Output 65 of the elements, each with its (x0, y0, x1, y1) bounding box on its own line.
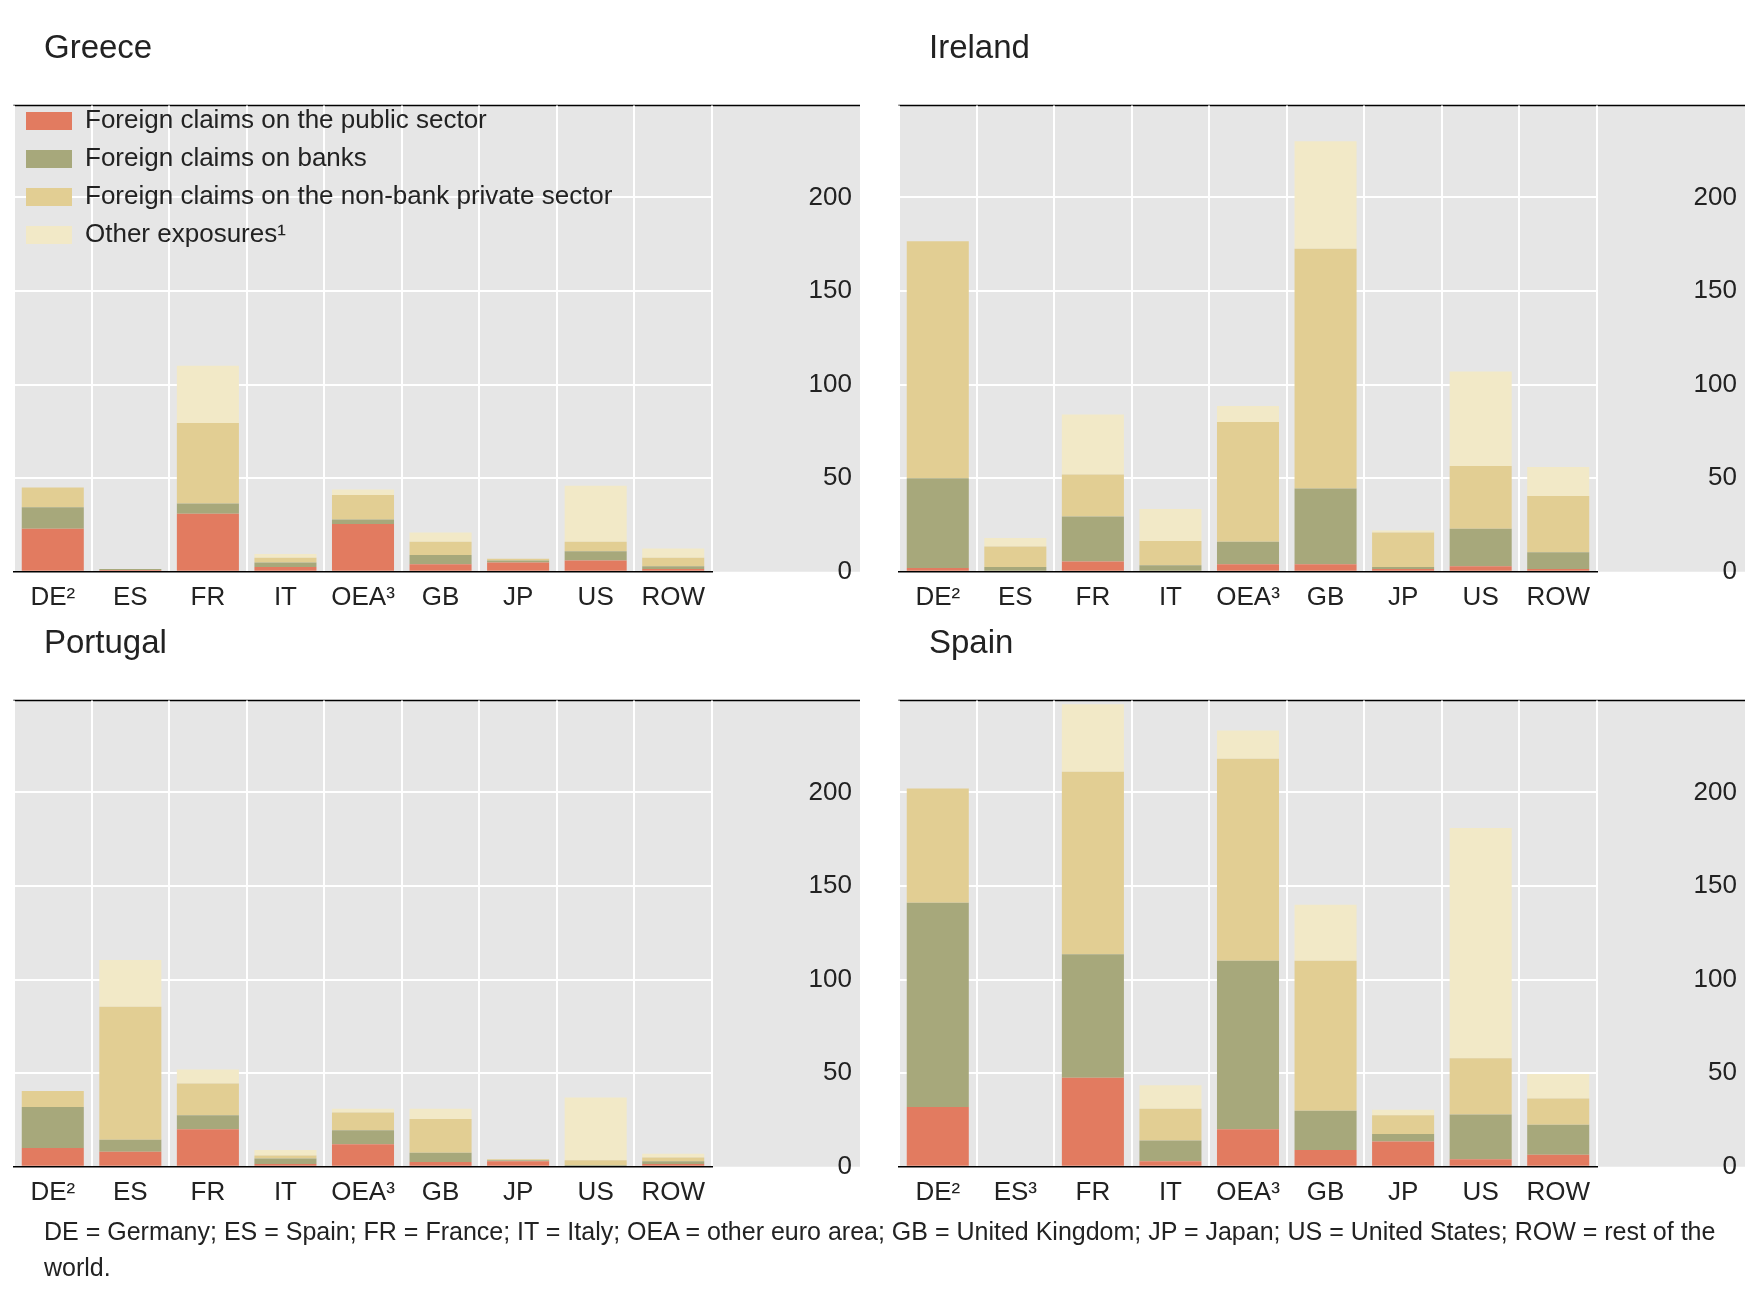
y-tick-label: 0 (837, 1149, 852, 1180)
x-tick-label: GB (421, 1175, 460, 1206)
x-tick-label: ROW (1526, 580, 1591, 611)
y-tick-label: 150 (1693, 274, 1737, 305)
x-tick-label: ES (112, 1175, 148, 1206)
x-tick-label: FR (190, 580, 226, 611)
x-tick-label: JP (1387, 1175, 1419, 1206)
x-tick-label: IT (1158, 1175, 1183, 1206)
legend-label: Foreign claims on the non-bank private sector (85, 180, 613, 211)
y-tick-label: 50 (1708, 461, 1737, 492)
x-tick-label: IT (1158, 580, 1183, 611)
x-tick-label: ES (112, 580, 148, 611)
x-tick-label: OEA³ (1216, 580, 1281, 611)
y-tick-label: 100 (808, 962, 852, 993)
x-tick-label: FR (1075, 1175, 1111, 1206)
y-tick-label: 200 (1693, 180, 1737, 211)
x-tick-label: IT (273, 1175, 298, 1206)
chart-title: Greece (44, 28, 153, 66)
x-tick-label: OEA³ (1216, 1175, 1281, 1206)
x-tick-label: FR (190, 1175, 226, 1206)
text: DE = Germany; ES = Spain; FR = France; IT = Italy; OEA = other euro area; GB = United Kingdom; JP = Japan; US = United States; ROW = rest of the world. (44, 1216, 1717, 1283)
x-tick-label: FR (1075, 580, 1111, 611)
legend-label: Other exposures¹ (85, 218, 287, 249)
chart-title: Portugal (44, 623, 167, 661)
x-tick-label: ROW (641, 580, 706, 611)
x-tick-label: ROW (641, 1175, 706, 1206)
x-tick-label: DE² (915, 1175, 961, 1206)
y-tick-label: 100 (808, 367, 852, 398)
y-tick-label: 150 (808, 274, 852, 305)
x-tick-label: DE² (30, 1175, 76, 1206)
legend-label: Foreign claims on the public sector (85, 104, 488, 135)
x-tick-label: US (577, 1175, 614, 1206)
y-tick-label: 0 (1722, 1149, 1737, 1180)
x-tick-label: IT (273, 580, 298, 611)
x-tick-label: JP (502, 1175, 534, 1206)
x-tick-label: DE² (915, 580, 961, 611)
y-tick-label: 150 (1693, 869, 1737, 900)
y-tick-label: 100 (1693, 367, 1737, 398)
x-tick-label: JP (1387, 580, 1419, 611)
x-tick-label: GB (1306, 1175, 1345, 1206)
x-tick-label: US (577, 580, 614, 611)
x-tick-label: ES (997, 580, 1033, 611)
y-tick-label: 50 (1708, 1056, 1737, 1087)
x-tick-label: OEA³ (331, 1175, 396, 1206)
y-tick-label: 50 (823, 1056, 852, 1087)
x-tick-label: US (1462, 1175, 1499, 1206)
y-tick-label: 0 (837, 554, 852, 585)
y-tick-label: 200 (808, 180, 852, 211)
x-tick-label: ES³ (993, 1175, 1038, 1206)
chart-title: Ireland (929, 28, 1030, 66)
y-tick-label: 0 (1722, 554, 1737, 585)
y-tick-label: 50 (823, 461, 852, 492)
x-tick-label: DE² (30, 580, 76, 611)
x-tick-label: ROW (1526, 1175, 1591, 1206)
x-tick-label: US (1462, 580, 1499, 611)
y-tick-label: 150 (808, 869, 852, 900)
legend-label: Foreign claims on banks (85, 142, 367, 173)
x-tick-label: JP (502, 580, 534, 611)
x-tick-label: OEA³ (331, 580, 396, 611)
y-tick-label: 200 (1693, 775, 1737, 806)
x-tick-label: GB (1306, 580, 1345, 611)
x-tick-label: GB (421, 580, 460, 611)
y-tick-label: 100 (1693, 962, 1737, 993)
y-tick-label: 200 (808, 775, 852, 806)
chart-title: Spain (929, 623, 1014, 661)
